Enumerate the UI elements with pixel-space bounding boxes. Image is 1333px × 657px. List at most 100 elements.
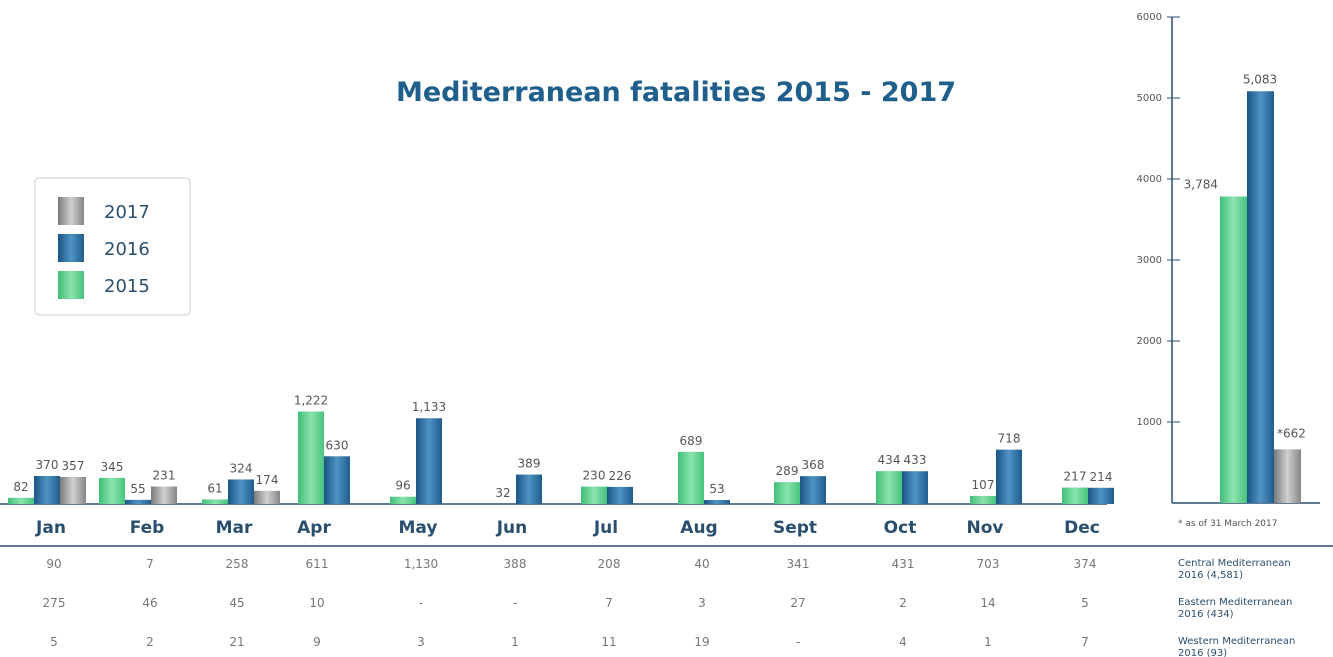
right-tick-label-4000: 4000 <box>1137 174 1162 185</box>
data-label-2016-jul: 226 <box>609 469 632 483</box>
month-label-may: May <box>399 518 438 538</box>
data-label-2016-feb: 55 <box>130 482 145 496</box>
bar-2017-feb <box>151 486 177 504</box>
month-label-dec: Dec <box>1064 518 1100 538</box>
table-cell-r1-jul: 7 <box>605 596 613 610</box>
bar-2015-nov <box>970 495 996 504</box>
table-cell-r1-mar: 45 <box>229 596 244 610</box>
table-cell-r1-apr: 10 <box>309 596 324 610</box>
table-cell-r1-feb: 46 <box>142 596 157 610</box>
total-bar-2016 <box>1247 91 1274 503</box>
bar-2015-aug <box>678 451 704 504</box>
data-label-2015-may: 96 <box>395 479 410 493</box>
table-row-label-2-1: 2016 (93) <box>1178 648 1227 657</box>
month-label-apr: Apr <box>297 518 331 538</box>
bar-2016-jan <box>34 475 60 504</box>
bar-2016-nov <box>996 449 1022 504</box>
bar-2016-jul <box>607 486 633 504</box>
totals-chart: 1000 2000 3000 4000 5000 6000 3,784 5,083 *662 * … <box>1137 12 1320 529</box>
table-cell-r0-may: 1,130 <box>404 557 438 571</box>
month-label-jan: Jan <box>35 518 66 538</box>
table-cell-r0-dec: 374 <box>1074 557 1097 571</box>
table-cell-r1-dec: 5 <box>1081 596 1089 610</box>
legend: 2017 2016 2015 <box>34 177 191 316</box>
bar-2015-may <box>390 496 416 504</box>
right-tick-label-1000: 1000 <box>1137 417 1162 428</box>
data-label-2015-jul: 230 <box>583 469 606 483</box>
table-cell-r2-dec: 7 <box>1081 635 1089 649</box>
table-cell-r0-oct: 431 <box>892 557 915 571</box>
table-cell-r0-nov: 703 <box>977 557 1000 571</box>
bar-2017-jan <box>60 476 86 504</box>
month-label-jul: Jul <box>593 518 618 538</box>
data-label-2016-jan: 370 <box>36 458 59 472</box>
right-tick-label-3000: 3000 <box>1137 255 1162 266</box>
bar-2016-sept <box>800 476 826 504</box>
table-cell-r0-mar: 258 <box>226 557 249 571</box>
data-label-2015-mar: 61 <box>207 481 222 495</box>
data-label-2015-jan: 82 <box>13 480 28 494</box>
legend-label-2016: 2016 <box>104 239 150 260</box>
route-table: 90 7 258 611 1,130 388 208 40 341 431 703 374 Centra… <box>0 545 1333 657</box>
table-row-label-0-1: 2016 (4,581) <box>1178 570 1243 581</box>
bar-2015-sept <box>774 482 800 504</box>
data-label-2015-aug: 689 <box>680 434 703 448</box>
table-cell-r0-jun: 388 <box>504 557 527 571</box>
table-cell-r0-jan: 90 <box>46 557 61 571</box>
bar-2015-oct <box>876 471 902 504</box>
table-cell-r1-jun: - <box>513 596 517 610</box>
data-label-2016-sept: 368 <box>802 458 825 472</box>
table-cell-r2-may: 3 <box>417 635 425 649</box>
bar-2016-dec <box>1088 487 1114 504</box>
bar-2015-feb <box>99 477 125 504</box>
chart-title: Mediterranean fatalities 2015 - 2017 <box>396 77 956 108</box>
table-cell-r2-mar: 21 <box>229 635 244 649</box>
table-row-label-1-0: Eastern Mediterranean <box>1178 597 1292 608</box>
table-cell-r2-aug: 19 <box>694 635 709 649</box>
total-bar-2017 <box>1274 449 1301 503</box>
data-label-2015-apr: 1,222 <box>294 393 328 407</box>
bar-2016-aug <box>704 499 730 504</box>
data-label-2017-jan: 357 <box>62 459 85 473</box>
table-cell-r1-aug: 3 <box>698 596 706 610</box>
bar-2015-apr <box>298 411 324 504</box>
table-cell-r2-sept: - <box>796 635 800 649</box>
table-cell-r2-jan: 5 <box>50 635 58 649</box>
month-label-jun: Jun <box>496 518 528 538</box>
table-cell-r1-may: - <box>419 596 423 610</box>
month-label-sept: Sept <box>773 518 817 538</box>
totals-note: * as of 31 March 2017 <box>1178 519 1277 529</box>
table-cell-r2-feb: 2 <box>146 635 154 649</box>
bar-2015-mar <box>202 499 228 504</box>
bar-2017-mar <box>254 490 280 504</box>
legend-label-2017: 2017 <box>104 202 150 223</box>
table-row-label-0-0: Central Mediterranean <box>1178 558 1291 569</box>
data-label-extra-0: 32 <box>495 486 510 500</box>
data-label-2017-feb: 231 <box>153 469 176 483</box>
table-cell-r1-sept: 27 <box>790 596 805 610</box>
main-bars: 82345611,2229623068928943410721737055324… <box>0 393 1114 538</box>
data-label-2017-mar: 174 <box>256 473 279 487</box>
legend-swatch-2017 <box>58 197 84 225</box>
data-label-2016-may: 1,133 <box>412 400 446 414</box>
table-cell-r0-feb: 7 <box>146 557 154 571</box>
table-row-label-1-1: 2016 (434) <box>1178 609 1234 620</box>
data-label-2016-oct: 433 <box>904 453 927 467</box>
legend-swatch-2015 <box>58 271 84 299</box>
month-label-aug: Aug <box>680 518 717 538</box>
data-label-2015-nov: 107 <box>972 478 995 492</box>
month-label-mar: Mar <box>216 518 253 538</box>
data-label-2016-apr: 630 <box>326 438 349 452</box>
data-label-2015-sept: 289 <box>776 464 799 478</box>
data-label-2016-jun: 389 <box>518 457 541 471</box>
total-label-2015: 3,784 <box>1184 177 1218 191</box>
legend-label-2015: 2015 <box>104 276 150 297</box>
data-label-2016-nov: 718 <box>998 432 1021 446</box>
data-label-2015-oct: 434 <box>878 453 901 467</box>
table-cell-r0-aug: 40 <box>694 557 709 571</box>
month-label-nov: Nov <box>967 518 1004 538</box>
data-label-2016-aug: 53 <box>709 482 724 496</box>
bar-2016-apr <box>324 456 350 504</box>
right-tick-label-2000: 2000 <box>1137 336 1162 347</box>
bar-2015-jan <box>8 497 34 504</box>
